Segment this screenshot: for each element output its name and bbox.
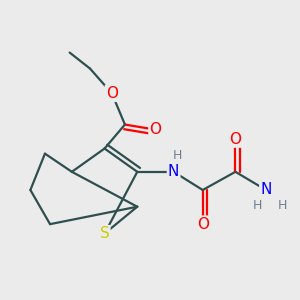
Text: N: N — [260, 182, 272, 197]
Text: O: O — [230, 132, 242, 147]
Text: H: H — [253, 200, 262, 212]
Text: H: H — [277, 200, 286, 212]
Text: H: H — [172, 149, 182, 162]
Text: O: O — [149, 122, 161, 137]
Text: N: N — [168, 164, 179, 179]
Text: O: O — [106, 86, 118, 101]
Text: O: O — [197, 217, 209, 232]
Text: S: S — [100, 226, 110, 241]
